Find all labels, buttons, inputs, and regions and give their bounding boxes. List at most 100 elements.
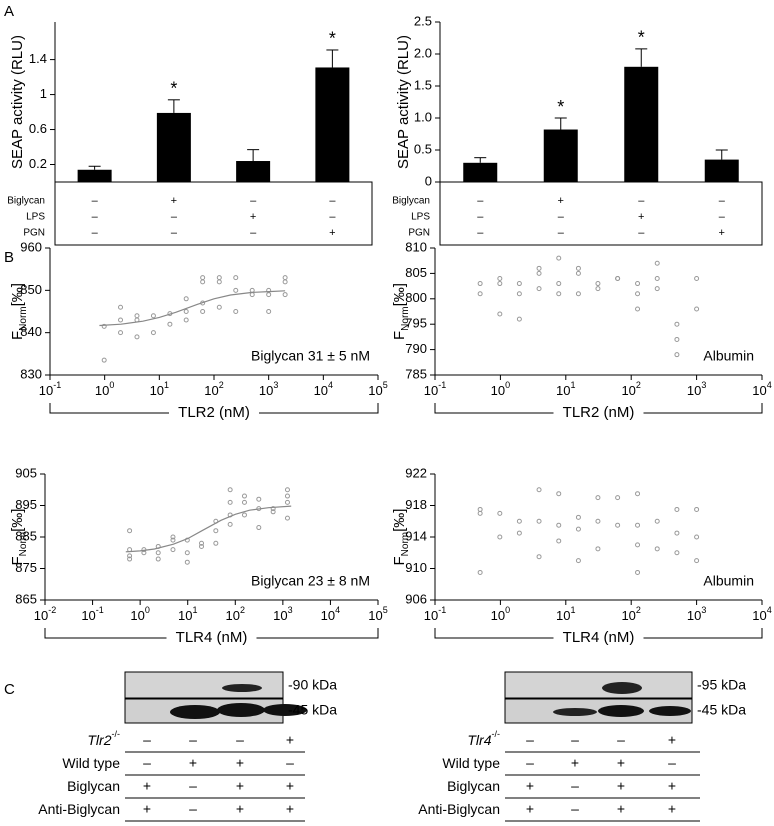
- x-tick-label: 101: [178, 605, 197, 623]
- y-axis-label: FNorm[‰]: [391, 509, 411, 566]
- row-label: Tlr2-/-: [87, 729, 120, 747]
- tick-base: 10: [491, 608, 505, 623]
- x-tick-label: 103: [273, 605, 292, 623]
- x-tick-label: 102: [621, 605, 640, 623]
- condition-mark: +: [638, 211, 644, 223]
- data-point: [118, 304, 124, 310]
- data-point: [200, 279, 206, 285]
- tick-exponent: 2: [219, 380, 224, 390]
- data-point: [233, 287, 239, 293]
- data-point: [134, 313, 140, 319]
- y-label-sub: Norm: [400, 306, 411, 330]
- condition-mark: –: [250, 227, 257, 239]
- tick-base: 10: [321, 608, 335, 623]
- data-point: [694, 306, 700, 312]
- data-point: [256, 496, 262, 502]
- row-label: Biglycan: [67, 778, 120, 794]
- row-mark: +: [143, 778, 151, 794]
- data-point: [674, 352, 680, 358]
- label-bg: [169, 405, 259, 421]
- condition-mark: –: [329, 195, 336, 207]
- panel-label: C: [4, 681, 15, 698]
- data-point: [595, 518, 601, 524]
- y-tick-label: 795: [405, 316, 427, 331]
- y-tick-label: 1.5: [414, 77, 432, 92]
- data-point: [170, 534, 176, 540]
- tick-exponent: 2: [240, 605, 245, 615]
- condition-mark: +: [171, 195, 177, 207]
- y-tick-label: 875: [15, 560, 37, 575]
- data-point: [282, 275, 288, 281]
- condition-mark: +: [329, 227, 335, 239]
- data-point: [497, 311, 503, 317]
- tick-base: 10: [259, 383, 273, 398]
- condition-mark: –: [558, 211, 565, 223]
- tick-exponent: 4: [335, 605, 340, 615]
- data-point: [284, 499, 290, 505]
- panel-label: A: [4, 3, 14, 20]
- gene-name: Tlr2: [87, 732, 111, 748]
- tick-base: 10: [130, 608, 144, 623]
- data-point: [516, 316, 522, 322]
- x-tick-label: 101: [556, 605, 575, 623]
- fit-curve: [125, 505, 292, 553]
- row-label: Wild type: [62, 755, 120, 771]
- tick-base: 10: [34, 608, 48, 623]
- x-axis-label: TLR4 (nM): [563, 629, 635, 646]
- y-axis-label: FNorm[‰]: [391, 283, 411, 340]
- x-tick-label: 102: [204, 380, 223, 398]
- condition-mark: +: [558, 195, 564, 207]
- data-point: [536, 286, 542, 292]
- y-tick-label: 905: [15, 465, 37, 480]
- y-tick-label: 2.0: [414, 45, 432, 60]
- condition-mark: –: [250, 195, 257, 207]
- data-point: [200, 309, 206, 314]
- significance-star: *: [638, 28, 645, 48]
- data-point: [227, 521, 233, 527]
- y-tick-label: 865: [15, 591, 37, 606]
- kda-label: -45 kDa: [288, 702, 337, 718]
- tick-exponent: -1: [438, 380, 446, 390]
- tick-exponent: -1: [53, 380, 61, 390]
- data-point: [477, 291, 483, 297]
- row-mark: –: [189, 732, 197, 748]
- y-tick-label: 922: [405, 465, 427, 480]
- x-tick-label: 105: [368, 380, 387, 398]
- tick-exponent: 0: [505, 605, 510, 615]
- data-point: [516, 530, 522, 536]
- data-point: [536, 518, 542, 524]
- table-frame: [54, 181, 373, 246]
- data-point: [497, 281, 503, 287]
- condition-mark: –: [477, 195, 484, 207]
- data-point: [266, 287, 272, 293]
- data-point: [556, 255, 562, 261]
- row-mark: –: [236, 732, 244, 748]
- x-tick-label: 101: [150, 380, 169, 398]
- y-tick-label: 885: [15, 528, 37, 543]
- tick-base: 10: [39, 383, 53, 398]
- y-label-unit: [‰]: [391, 283, 408, 306]
- condition-mark: +: [250, 211, 256, 223]
- data-point: [674, 506, 680, 512]
- bar: [543, 129, 578, 182]
- data-point: [167, 321, 173, 327]
- tick-base: 10: [178, 608, 192, 623]
- y-label-sub: Norm: [18, 306, 29, 330]
- y-axis-label: FNorm[‰]: [9, 509, 29, 566]
- row-name: Biglycan: [67, 778, 120, 794]
- condition-label: PGN: [23, 228, 45, 239]
- row-mark: –: [571, 732, 579, 748]
- row-mark: –: [526, 732, 534, 748]
- annotation: Biglycan 31 ± 5 nM: [251, 348, 370, 364]
- data-point: [101, 357, 107, 363]
- tick-base: 10: [273, 608, 287, 623]
- blot-left: [124, 671, 307, 724]
- kda-label: -95 kDa: [697, 677, 746, 693]
- significance-star: *: [329, 29, 336, 49]
- data-point: [284, 487, 290, 493]
- data-point: [595, 546, 601, 552]
- bar: [315, 67, 350, 182]
- row-mark: –: [668, 755, 676, 771]
- data-point: [183, 296, 189, 302]
- bar: [156, 112, 191, 182]
